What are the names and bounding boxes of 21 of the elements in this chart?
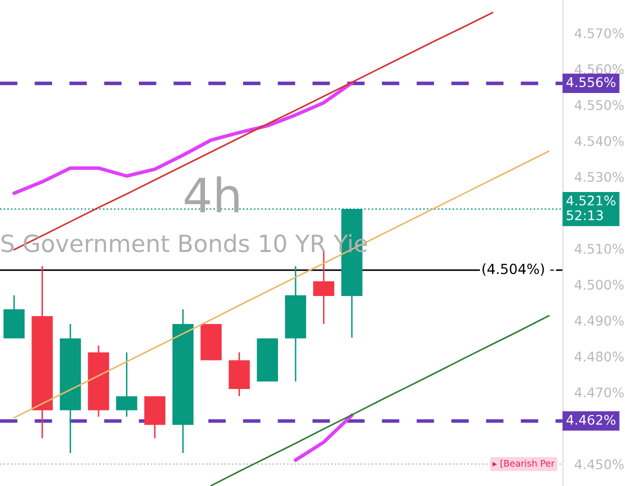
y-tick-label: 4.500% [574, 280, 624, 290]
line-series [13, 150, 550, 419]
y-tick-label: 4.480% [574, 352, 624, 362]
y-tick-label: 4.490% [574, 316, 624, 326]
y-tick-label: 4.450% [574, 459, 624, 470]
text: 4h [184, 176, 238, 212]
y-tick-label: 4.570% [574, 28, 624, 38]
y-tick-label: 4.550% [574, 100, 624, 110]
ref-line-label: (4.504%) - [482, 263, 554, 276]
ref-line-label: 4.462% [566, 414, 616, 425]
ref-line-label: 4.521% 52:13 [566, 196, 616, 220]
y-tick-label: 4.510% [574, 244, 624, 254]
ref-line-label: 4.556% [566, 77, 616, 88]
y-tick-label: 4.560% [574, 64, 624, 74]
y-tick-label: 4.470% [574, 387, 624, 398]
candlestick [116, 352, 138, 418]
line-series [13, 12, 494, 250]
candlestick [313, 251, 334, 325]
annotation: ▸ [Bearish Per [492, 460, 555, 468]
y-tick-label: 4.540% [574, 136, 624, 146]
y-tick-label: 4.530% [574, 172, 624, 182]
